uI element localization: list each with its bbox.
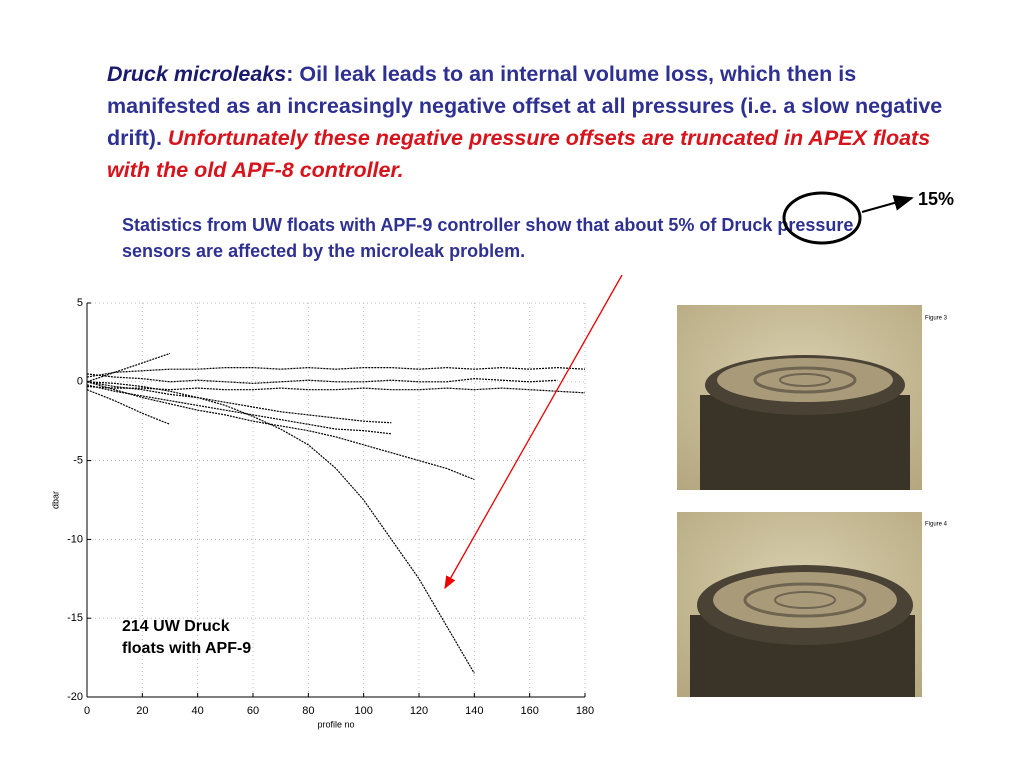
x-tick-label: 40 <box>192 705 204 717</box>
x-tick-label: 180 <box>576 705 594 717</box>
series-line <box>86 381 475 481</box>
x-tick-label: 80 <box>302 705 314 717</box>
x-tick-label: 60 <box>247 705 259 717</box>
annotation: 214 UW Druck <box>122 618 230 635</box>
x-tick-label: 20 <box>136 705 148 717</box>
figure-caption: Figure 4 <box>925 522 948 528</box>
series-line <box>86 373 558 384</box>
warning: Unfortunately these negative pressure of… <box>107 126 931 182</box>
y-tick-label: 5 <box>77 297 83 309</box>
annotation: floats with APF-9 <box>122 640 251 657</box>
x-tick-label: 160 <box>520 705 538 717</box>
callout: 15% <box>918 189 954 209</box>
x-tick-label: 0 <box>84 705 90 717</box>
y-tick-label: -15 <box>67 612 83 624</box>
x-axis-label: profile no <box>317 719 354 729</box>
series-line <box>86 384 392 435</box>
pointer-arrow <box>444 274 623 590</box>
highlight-circle <box>782 191 862 245</box>
series-line <box>86 381 392 424</box>
x-tick-label: 120 <box>410 705 428 717</box>
photo: Figure 3 <box>677 305 948 490</box>
y-tick-label: -5 <box>73 455 83 467</box>
series-line <box>86 367 586 378</box>
lead: Druck microleaks <box>107 62 287 86</box>
y-tick-label: -10 <box>67 533 83 545</box>
body: : Oil leak leads to an internal volume l… <box>107 62 943 150</box>
series-line <box>86 385 586 394</box>
x-tick-label: 100 <box>354 705 372 717</box>
x-tick-label: 140 <box>465 705 483 717</box>
statistics: Statistics from UW floats with APF-9 con… <box>122 215 854 261</box>
callout-arrow <box>861 195 914 213</box>
y-tick-label: -20 <box>67 691 83 703</box>
figure-caption: Figure 3 <box>925 316 948 322</box>
paragraph: Druck microleaks: Oil leak leads to an i… <box>107 58 957 186</box>
series-line <box>86 389 171 425</box>
y-axis-label: dbar <box>50 491 60 509</box>
photo: Figure 4 <box>677 512 948 697</box>
y-tick-label: 0 <box>77 376 83 388</box>
series-line <box>86 352 171 383</box>
